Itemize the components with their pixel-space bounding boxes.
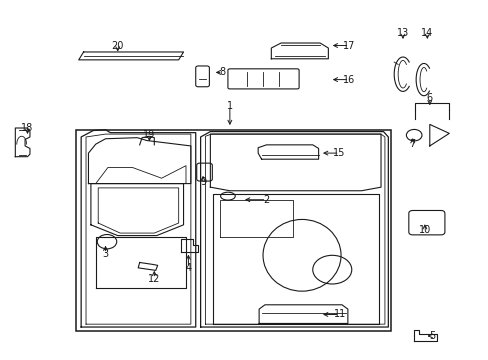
- Text: 19: 19: [143, 130, 155, 140]
- Text: 9: 9: [200, 177, 206, 187]
- Text: 5: 5: [428, 331, 434, 341]
- Text: 18: 18: [21, 123, 34, 133]
- Text: 13: 13: [396, 28, 408, 38]
- Text: 10: 10: [418, 225, 430, 235]
- Text: 14: 14: [420, 28, 432, 38]
- Text: 7: 7: [409, 139, 415, 149]
- Text: 17: 17: [343, 41, 355, 50]
- Text: 20: 20: [111, 41, 123, 50]
- Text: 1: 1: [226, 102, 232, 112]
- Text: 16: 16: [343, 75, 355, 85]
- Text: 11: 11: [333, 310, 345, 319]
- Bar: [76, 130, 390, 330]
- Text: 6: 6: [426, 93, 432, 103]
- Text: 2: 2: [263, 195, 269, 205]
- Text: 15: 15: [333, 148, 345, 158]
- Text: 8: 8: [219, 67, 225, 77]
- Text: 12: 12: [148, 274, 160, 284]
- Text: 3: 3: [102, 248, 108, 258]
- Text: 4: 4: [185, 263, 191, 273]
